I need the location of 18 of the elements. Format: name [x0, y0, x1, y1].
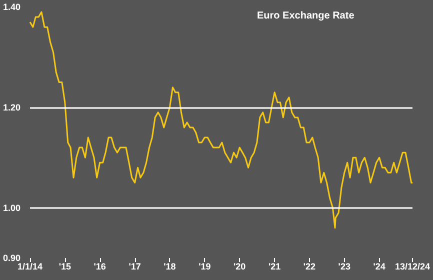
- x-tick-label: '18: [164, 262, 176, 272]
- y-tick-label: 1.20: [3, 102, 21, 112]
- y-tick-label: 0.90: [3, 253, 21, 263]
- line-series: [29, 11, 414, 229]
- x-tick-label: '22: [303, 262, 316, 272]
- x-tick-label: '23: [338, 262, 350, 272]
- x-tick-label: '20: [233, 262, 246, 272]
- x-tick-label: 13/12/24: [394, 262, 430, 272]
- x-tick-label: '15: [58, 262, 71, 272]
- chart-title: Euro Exchange Rate: [257, 10, 355, 22]
- y-tick-label: 1.00: [3, 202, 21, 213]
- x-tick-label: 1/1/14: [17, 262, 43, 272]
- x-tick-label: '17: [128, 262, 141, 272]
- x-tick-label: '19: [198, 262, 211, 272]
- y-tick-label: 1.40: [3, 2, 21, 12]
- x-tick-label: '16: [94, 262, 106, 272]
- x-tick-label: '21: [268, 262, 281, 272]
- x-tick-label: '24: [373, 262, 386, 272]
